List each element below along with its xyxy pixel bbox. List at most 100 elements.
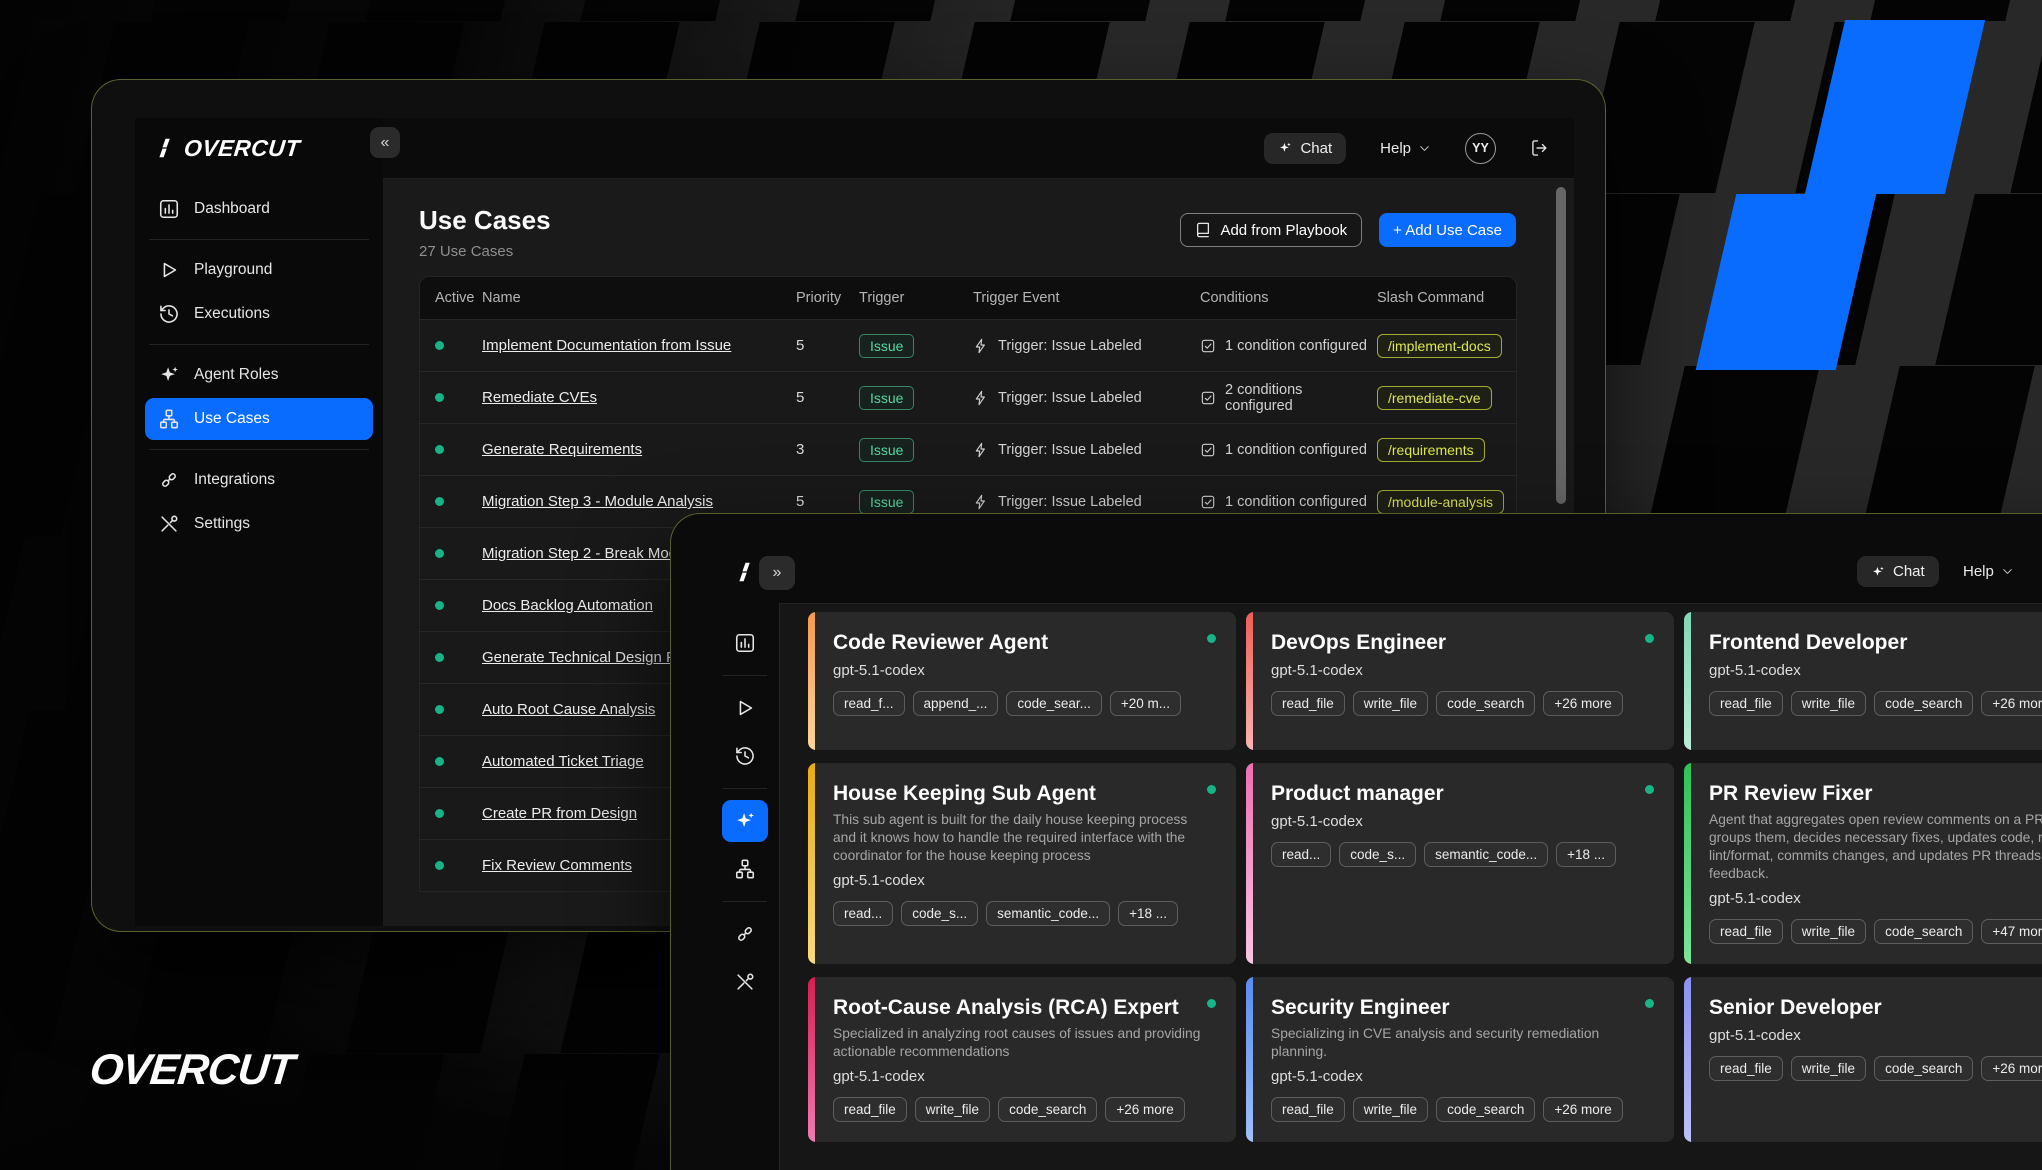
card-accent-bar xyxy=(808,976,815,1142)
dashboard-icon xyxy=(158,198,180,220)
window-agent-roles: » Chat Help Code Reviewer Agent gpt-5.1-… xyxy=(670,513,2042,1170)
use-case-name-link[interactable]: Create PR from Design xyxy=(482,805,638,822)
active-status-dot xyxy=(435,809,444,818)
slash-command-badge: /module-analysis xyxy=(1377,489,1505,514)
agent-role-card[interactable]: Product manager gpt-5.1-codex read... cod… xyxy=(1246,763,1674,964)
chat-label: Chat xyxy=(1893,563,1925,580)
slash-command-badge: /requirements xyxy=(1377,437,1485,462)
play-icon xyxy=(158,259,180,281)
agent-role-card[interactable]: Security Engineer Specializing in CVE an… xyxy=(1246,976,1674,1142)
tool-tag: read_file xyxy=(1271,691,1345,716)
active-status-dot xyxy=(435,757,444,766)
checkbox-icon xyxy=(1200,390,1216,406)
sidebar-expand-button[interactable]: » xyxy=(759,556,795,590)
logout-icon[interactable] xyxy=(1530,138,1550,158)
tool-tag: read_file xyxy=(1709,691,1783,716)
tool-tag: write_file xyxy=(1352,1096,1429,1122)
sidebar-divider xyxy=(149,449,369,450)
sidebar-item-dashboard[interactable]: Dashboard xyxy=(145,188,373,230)
tool-tag: write_file xyxy=(1790,691,1867,716)
agent-model: gpt-5.1-codex xyxy=(1271,662,1363,679)
vertical-scrollbar[interactable] xyxy=(1556,187,1566,504)
use-case-name-link[interactable]: Migration Step 3 - Module Analysis xyxy=(482,493,713,510)
sidebar-item-playground[interactable]: Playground xyxy=(145,249,373,291)
rail-item-workflow[interactable] xyxy=(722,848,768,890)
trigger-event-text: Trigger: Issue Labeled xyxy=(998,441,1142,458)
sidebar-collapse-button[interactable]: « xyxy=(370,127,400,158)
rail-item-sparkle[interactable] xyxy=(722,800,768,842)
table-row[interactable]: Implement Documentation from Issue 5 Iss… xyxy=(420,319,1516,371)
rail-item-play[interactable] xyxy=(722,687,768,729)
active-status-dot xyxy=(435,601,444,610)
agent-role-card[interactable]: Frontend Developer gpt-5.1-codex read_fi… xyxy=(1684,612,2042,750)
add-use-case-button[interactable]: + Add Use Case xyxy=(1379,213,1516,247)
column-header: Trigger Event xyxy=(973,290,1060,306)
use-case-name-link[interactable]: Auto Root Cause Analysis xyxy=(482,701,656,718)
tool-tag: code_search xyxy=(998,1096,1098,1122)
trigger-badge: Issue xyxy=(859,333,915,358)
rail-item-history[interactable] xyxy=(722,735,768,777)
use-case-name-link[interactable]: Generate Technical Design Pro xyxy=(482,649,690,666)
play-icon xyxy=(734,697,756,719)
rail-item-plug[interactable] xyxy=(722,913,768,955)
use-case-name-link[interactable]: Automated Ticket Triage xyxy=(482,753,644,770)
tool-tags: read_f... append_... code_sear... +20 m... xyxy=(833,691,1214,716)
agent-role-card[interactable]: PR Review Fixer Agent that aggregates op… xyxy=(1684,763,2042,964)
add-from-playbook-button[interactable]: Add from Playbook xyxy=(1180,213,1363,247)
sidebar-item-settings[interactable]: Settings xyxy=(145,503,373,545)
use-case-name-link[interactable]: Migration Step 2 - Break Module xyxy=(482,545,698,562)
sidebar-item-agent-roles[interactable]: Agent Roles xyxy=(145,354,373,396)
tools-icon xyxy=(158,513,180,535)
chat-button[interactable]: Chat xyxy=(1857,556,1939,587)
table-row[interactable]: Remediate CVEs 5 Issue Trigger: Issue La… xyxy=(420,371,1516,423)
priority-value: 5 xyxy=(796,493,805,510)
overcut-logo-icon xyxy=(737,558,752,586)
tool-tags: read_file write_file code_search +47 more xyxy=(1709,918,2042,944)
use-case-name-link[interactable]: Remediate CVEs xyxy=(482,389,598,406)
tool-tags: read_file write_file code_search +26 more xyxy=(1709,691,2042,716)
sidebar-item-label: Dashboard xyxy=(194,200,270,217)
sidebar-item-executions[interactable]: Executions xyxy=(145,293,373,335)
conditions-text: 1 condition configured xyxy=(1225,337,1367,354)
sidebar-nav: Dashboard Playground Executions Agent Ro… xyxy=(135,188,383,545)
sparkle-icon xyxy=(734,810,756,832)
sidebar-divider xyxy=(149,239,369,240)
table-row[interactable]: Generate Requirements 3 Issue Trigger: I… xyxy=(420,423,1516,475)
agent-cards-grid: Code Reviewer Agent gpt-5.1-codex read_f… xyxy=(808,612,2042,1142)
agent-role-card[interactable]: Senior Developer gpt-5.1-codex read_file… xyxy=(1684,976,2042,1142)
use-case-name-link[interactable]: Docs Backlog Automation xyxy=(482,597,653,614)
tool-tag: read_file xyxy=(833,1096,907,1122)
sidebar-item-use-cases[interactable]: Use Cases xyxy=(145,398,373,440)
tool-tag: write_file xyxy=(914,1096,991,1122)
agent-title: Frontend Developer xyxy=(1709,631,1908,654)
agent-status-dot xyxy=(1645,634,1654,643)
agent-role-card[interactable]: Code Reviewer Agent gpt-5.1-codex read_f… xyxy=(808,612,1236,750)
active-status-dot xyxy=(435,393,444,402)
rail-item-tools[interactable] xyxy=(722,961,768,1003)
help-menu[interactable]: Help xyxy=(1380,140,1431,157)
sidebar-item-label: Integrations xyxy=(194,471,275,488)
trigger-badge: Issue xyxy=(859,385,915,410)
active-status-dot xyxy=(435,497,444,506)
agent-role-card[interactable]: DevOps Engineer gpt-5.1-codex read_file w… xyxy=(1246,612,1674,750)
agent-role-card[interactable]: House Keeping Sub Agent This sub agent i… xyxy=(808,763,1236,964)
rail-item-dashboard[interactable] xyxy=(722,622,768,664)
avatar[interactable]: YY xyxy=(1465,132,1496,164)
column-header: Trigger xyxy=(859,290,905,306)
use-case-name-link[interactable]: Generate Requirements xyxy=(482,441,643,458)
use-case-name-link[interactable]: Fix Review Comments xyxy=(482,857,633,874)
priority-value: 5 xyxy=(796,389,805,406)
page-subtitle: 27 Use Cases xyxy=(419,243,514,260)
help-menu[interactable]: Help xyxy=(1963,563,2014,580)
use-case-name-link[interactable]: Implement Documentation from Issue xyxy=(482,337,732,354)
agent-model: gpt-5.1-codex xyxy=(833,871,925,889)
bolt-icon xyxy=(973,494,989,510)
logo-text: OVERCUT xyxy=(182,134,302,161)
sparkle-chat-icon xyxy=(1871,565,1885,579)
tool-tag: +26 more xyxy=(1543,691,1623,716)
sidebar-item-integrations[interactable]: Integrations xyxy=(145,459,373,501)
chat-button[interactable]: Chat xyxy=(1264,132,1347,164)
agent-role-card[interactable]: Root-Cause Analysis (RCA) Expert Special… xyxy=(808,976,1236,1142)
sidebar: OVERCUT Dashboard Playground Executions … xyxy=(135,118,383,926)
book-icon xyxy=(1195,222,1211,238)
